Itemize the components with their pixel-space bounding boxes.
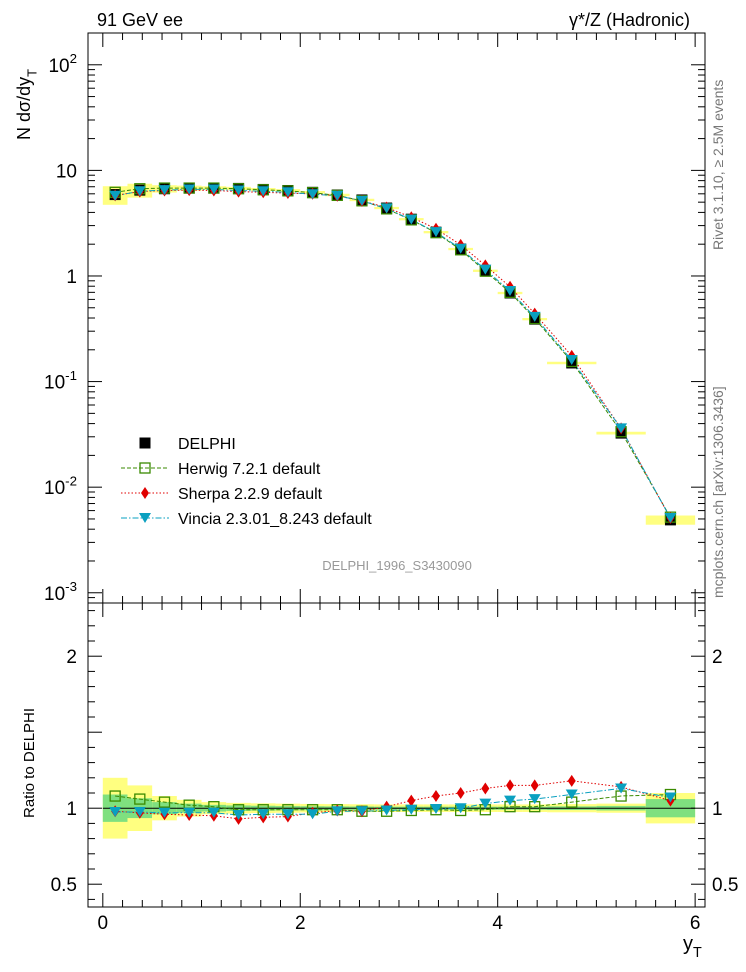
legend-marker-sherpa [141,487,149,499]
ratio-y-tick-label-right: 2 [712,647,723,668]
ratio-point-sherpa [530,779,539,792]
main-point-vincia [232,185,245,196]
legend-label-sherpa: Sherpa 2.2.9 default [178,486,323,503]
main-point-vincia [158,185,171,196]
ratio-point-sherpa [506,779,515,792]
ratio-point-herwig [158,796,171,808]
ratio-point-vincia [504,795,517,806]
legend-label-herwig: Herwig 7.2.1 default [178,461,321,478]
main-point-vincia [479,264,492,275]
legend-marker-herwig [139,462,151,474]
ratio-y-axis-label: Ratio to DELPHI [21,708,38,818]
main-y-tick-label: 1 [66,267,77,288]
ratio-plot-frame [87,602,706,908]
ratio-point-vincia [429,803,442,814]
ratio-point-sherpa [431,790,440,803]
mcplots-label: mcplots.cern.ch [arXiv:1306.3436] [710,386,726,598]
process-label: γ*/Z (Hadronic) [569,10,690,30]
ratio-point-vincia [479,798,492,809]
main-y-tick-label: 102 [48,51,77,77]
legend-label-data: DELPHI [178,436,236,453]
main-y-tick-label: 10-2 [44,474,77,500]
main-point-vincia [380,203,393,214]
ratio-point-herwig [134,793,146,805]
x-tick-label: 4 [492,913,503,934]
main-point-vincia [183,184,196,195]
ratio-point-vincia [405,804,418,815]
legend-marker-vincia [139,513,151,523]
main-point-vincia [664,513,677,524]
rivet-label: Rivet 3.1.10, ≥ 2.5M events [710,80,726,250]
ratio-point-vincia [664,792,677,803]
main-point-vincia [565,355,578,366]
ratio-series-line-sherpa [115,780,671,820]
ratio-y-tick-label-right: 0.5 [712,875,738,896]
legend-label-vincia: Vincia 2.3.01_8.243 default [178,511,372,528]
main-point-vincia [207,184,220,195]
main-point-vincia [306,189,319,200]
main-point-vincia [405,214,418,225]
ratio-point-sherpa [481,782,490,795]
ratio-point-vincia [109,807,122,817]
ratio-point-sherpa [407,794,416,807]
main-point-vincia [429,227,442,238]
main-point-vincia [454,243,467,254]
main-y-tick-label: 10 [56,161,77,182]
ratio-point-vincia [528,794,541,805]
x-tick-label: 0 [98,913,109,934]
ratio-point-vincia [306,809,319,820]
ratio-y-tick-label-left: 0.5 [51,875,77,896]
main-point-vincia [528,311,541,322]
ratio-point-vincia [281,809,294,820]
ratio-point-vincia [454,803,467,814]
ratio-y-tick-label-left: 1 [66,799,77,820]
x-tick-label: 6 [690,913,701,934]
main-point-vincia [109,190,122,201]
ratio-y-tick-label-right: 1 [712,799,723,820]
ratio-point-sherpa [456,787,465,799]
main-y-tick-label: 10-1 [44,368,77,394]
x-axis-label: yT [683,933,702,961]
ratio-point-herwig [109,790,121,802]
ratio-point-vincia [331,806,344,817]
main-y-axis-label: N dσ/dyT [14,69,39,140]
legend-marker-data [139,437,151,449]
ratio-point-sherpa [567,774,576,787]
main-point-vincia [281,187,294,198]
main-y-tick-label: 10-3 [44,579,77,605]
ratio-point-vincia [565,789,578,800]
main-point-vincia [133,186,146,197]
main-point-vincia [257,186,270,197]
main-point-vincia [331,190,344,201]
analysis-label: DELPHI_1996_S3430090 [322,558,472,573]
ratio-point-vincia [183,807,196,818]
ratio-point-vincia [158,807,171,818]
ratio-point-vincia [232,810,245,821]
ratio-point-vincia [380,805,393,816]
ratio-point-vincia [207,807,220,818]
ratio-point-vincia [257,809,270,820]
main-series-line-sherpa [115,189,671,519]
main-point-vincia [504,286,517,297]
main-series-line-vincia [115,188,671,519]
x-tick-label: 2 [295,913,306,934]
energy-label: 91 GeV ee [97,10,183,30]
main-point-vincia [355,195,368,206]
ratio-point-vincia [615,783,628,794]
ratio-point-vincia [133,807,146,817]
main-point-vincia [615,423,628,434]
legend: DELPHI Herwig 7.2.1 default Sherpa 2.2.9 d… [121,436,372,528]
ratio-point-vincia [355,806,368,817]
ratio-y-tick-label-left: 2 [66,647,77,668]
